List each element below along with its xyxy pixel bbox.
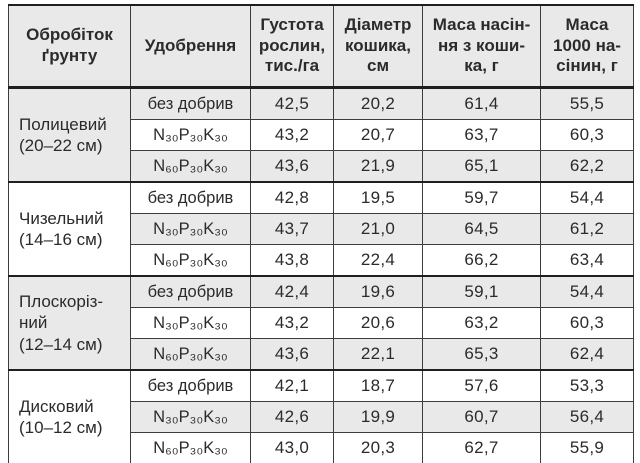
density-cell: 43,2 bbox=[250, 119, 334, 151]
table-header: Обробіток ґрунту Удобрення Густота росли… bbox=[8, 4, 634, 89]
thousand-seed-mass-cell: 54,4 bbox=[540, 181, 634, 214]
thousand-seed-mass-cell: 62,2 bbox=[540, 150, 634, 183]
column-header-density: Густота рослин, тис./га bbox=[250, 4, 334, 89]
header-row: Обробіток ґрунту Удобрення Густота росли… bbox=[8, 4, 634, 89]
column-header-seed-mass: Маса насін- ня з коши- ка, г bbox=[422, 4, 541, 89]
table-row: N₆₀P₃₀K₃₀ 43,6 21,9 65,1 62,2 bbox=[9, 150, 634, 183]
table-row: Дисковий (10–12 см) без добрив 42,1 18,7… bbox=[8, 369, 634, 463]
seed-mass-cell: 60,7 bbox=[422, 401, 541, 433]
table-row: N₃₀P₃₀K₃₀ 42,6 19,9 60,7 56,4 bbox=[9, 401, 634, 433]
fertilizer-cell: без добрив bbox=[130, 369, 251, 402]
fertilizer-cell: N₆₀P₃₀K₃₀ bbox=[130, 150, 251, 183]
thousand-seed-mass-cell: 62,4 bbox=[540, 338, 634, 371]
results-table: Обробіток ґрунту Удобрення Густота росли… bbox=[8, 4, 634, 463]
table-row: N₃₀P₃₀K₃₀ 43,2 20,6 63,2 60,3 bbox=[9, 307, 634, 339]
thousand-seed-mass-cell: 53,3 bbox=[540, 369, 634, 402]
table-row: N₆₀P₃₀K₃₀ 43,0 20,3 62,7 55,9 bbox=[9, 432, 634, 463]
seed-mass-cell: 65,1 bbox=[422, 150, 541, 183]
table-row: Плоскоріз- ний (12–14 см) без добрив 42,… bbox=[8, 275, 634, 371]
column-header-diameter: Діаметр кошика, см bbox=[333, 4, 423, 89]
treatment-cell: Плоскоріз- ний (12–14 см) bbox=[8, 275, 131, 371]
seed-mass-cell: 63,7 bbox=[422, 119, 541, 151]
density-cell: 43,6 bbox=[250, 150, 334, 183]
density-cell: 43,6 bbox=[250, 338, 334, 371]
diameter-cell: 20,7 bbox=[333, 119, 423, 151]
density-cell: 42,5 bbox=[250, 86, 334, 120]
thousand-seed-mass-cell: 55,5 bbox=[540, 86, 634, 120]
table-row: N₃₀P₃₀K₃₀ 43,2 20,7 63,7 60,3 bbox=[9, 119, 634, 151]
thousand-seed-mass-cell: 61,2 bbox=[540, 213, 634, 245]
density-cell: 42,4 bbox=[250, 275, 334, 308]
treatment-cell: Полицевий (20–22 см) bbox=[8, 86, 131, 183]
diameter-cell: 19,6 bbox=[333, 275, 423, 308]
table-row: N₃₀P₃₀K₃₀ 43,7 21,0 64,5 61,2 bbox=[9, 213, 634, 245]
column-header-thousand-seed-mass: Маса 1000 на- сінин, г bbox=[540, 4, 634, 89]
density-cell: 43,8 bbox=[250, 244, 334, 277]
fertilizer-cell: N₃₀P₃₀K₃₀ bbox=[130, 213, 251, 245]
diameter-cell: 18,7 bbox=[333, 369, 423, 402]
density-cell: 42,8 bbox=[250, 181, 334, 214]
fertilizer-cell: N₃₀P₃₀K₃₀ bbox=[130, 401, 251, 433]
treatment-cell: Дисковий (10–12 см) bbox=[8, 369, 131, 463]
fertilizer-cell: N₆₀P₃₀K₃₀ bbox=[130, 244, 251, 277]
seed-mass-cell: 64,5 bbox=[422, 213, 541, 245]
fertilizer-cell: без добрив bbox=[130, 275, 251, 308]
diameter-cell: 20,2 bbox=[333, 86, 423, 120]
fertilizer-cell: N₃₀P₃₀K₃₀ bbox=[130, 119, 251, 151]
diameter-cell: 21,9 bbox=[333, 150, 423, 183]
density-cell: 42,6 bbox=[250, 401, 334, 433]
density-cell: 43,2 bbox=[250, 307, 334, 339]
seed-mass-cell: 61,4 bbox=[422, 86, 541, 120]
treatment-cell: Чизельний (14–16 см) bbox=[8, 181, 131, 277]
seed-mass-cell: 65,3 bbox=[422, 338, 541, 371]
seed-mass-cell: 59,1 bbox=[422, 275, 541, 308]
table-row: Чизельний (14–16 см) без добрив 42,8 19,… bbox=[8, 181, 634, 277]
fertilizer-cell: N₆₀P₃₀K₃₀ bbox=[130, 338, 251, 371]
table-row: Полицевий (20–22 см) без добрив 42,5 20,… bbox=[8, 86, 634, 183]
fertilizer-cell: N₆₀P₃₀K₃₀ bbox=[130, 432, 251, 463]
diameter-cell: 20,3 bbox=[333, 432, 423, 463]
seed-mass-cell: 62,7 bbox=[422, 432, 541, 463]
fertilizer-cell: без добрив bbox=[130, 181, 251, 214]
fertilizer-cell: без добрив bbox=[130, 86, 251, 120]
column-header-fertilizer: Удобрення bbox=[130, 4, 251, 89]
thousand-seed-mass-cell: 54,4 bbox=[540, 275, 634, 308]
diameter-cell: 22,1 bbox=[333, 338, 423, 371]
fertilizer-cell: N₃₀P₃₀K₃₀ bbox=[130, 307, 251, 339]
density-cell: 42,1 bbox=[250, 369, 334, 402]
seed-mass-cell: 63,2 bbox=[422, 307, 541, 339]
thousand-seed-mass-cell: 63,4 bbox=[540, 244, 634, 277]
diameter-cell: 22,4 bbox=[333, 244, 423, 277]
diameter-cell: 19,9 bbox=[333, 401, 423, 433]
density-cell: 43,7 bbox=[250, 213, 334, 245]
thousand-seed-mass-cell: 56,4 bbox=[540, 401, 634, 433]
diameter-cell: 19,5 bbox=[333, 181, 423, 214]
table-row: N₆₀P₃₀K₃₀ 43,6 22,1 65,3 62,4 bbox=[9, 338, 634, 371]
thousand-seed-mass-cell: 60,3 bbox=[540, 119, 634, 151]
density-cell: 43,0 bbox=[250, 432, 334, 463]
thousand-seed-mass-cell: 60,3 bbox=[540, 307, 634, 339]
seed-mass-cell: 59,7 bbox=[422, 181, 541, 214]
thousand-seed-mass-cell: 55,9 bbox=[540, 432, 634, 463]
table-body: Полицевий (20–22 см) без добрив 42,5 20,… bbox=[8, 86, 634, 463]
diameter-cell: 21,0 bbox=[333, 213, 423, 245]
table-row: N₆₀P₃₀K₃₀ 43,8 22,4 66,2 63,4 bbox=[9, 244, 634, 277]
diameter-cell: 20,6 bbox=[333, 307, 423, 339]
seed-mass-cell: 66,2 bbox=[422, 244, 541, 277]
column-header-treatment: Обробіток ґрунту bbox=[8, 4, 131, 89]
seed-mass-cell: 57,6 bbox=[422, 369, 541, 402]
